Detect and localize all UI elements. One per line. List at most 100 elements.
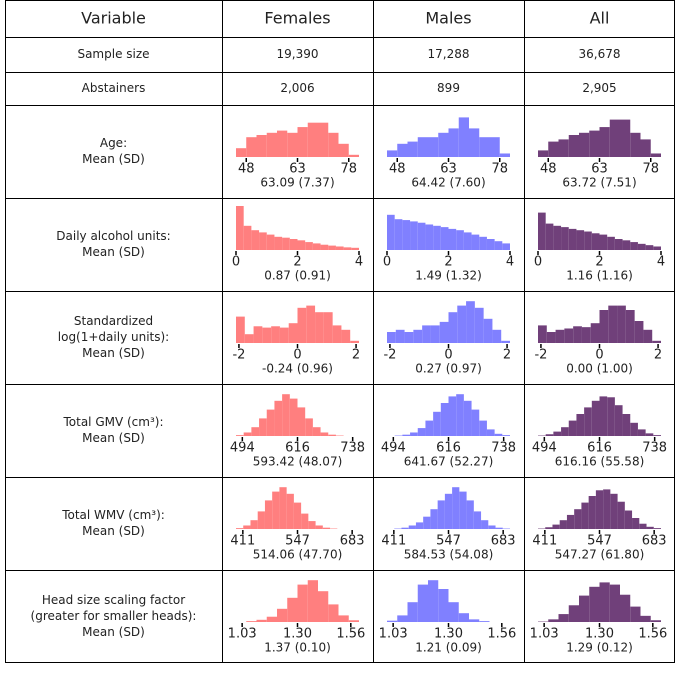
row-label: Age:	[100, 136, 127, 150]
summary-stat: 0.87 (0.91)	[264, 269, 331, 283]
tick-label: 411	[381, 534, 406, 549]
summary-stat: 63.09 (7.37)	[260, 176, 334, 190]
histogram-bar	[243, 432, 252, 436]
histogram-bar	[501, 340, 510, 343]
histogram-bar	[348, 620, 359, 622]
histogram-bar	[410, 432, 418, 436]
histogram-bar	[474, 307, 484, 343]
histogram-bar	[297, 240, 306, 250]
histogram-bar	[244, 334, 254, 343]
histogram-bar	[614, 239, 623, 250]
histogram-bar	[479, 420, 487, 436]
histogram-bar	[287, 132, 298, 157]
histogram-bar	[404, 332, 414, 343]
histogram-bar	[486, 239, 495, 250]
table-border	[5, 0, 675, 663]
histogram-bar	[410, 221, 418, 250]
histogram-bar	[395, 329, 405, 343]
summary-stat: 1.16 (1.16)	[566, 269, 633, 283]
cell-value: 2,905	[582, 81, 616, 95]
histogram-bar	[402, 220, 411, 250]
histogram-bar	[620, 119, 631, 157]
histogram-bar	[253, 326, 263, 343]
histogram-bar	[566, 514, 575, 529]
histogram-bar	[573, 326, 582, 343]
tick-label: 547	[436, 534, 461, 549]
histogram-bar	[459, 491, 467, 529]
histogram-bar	[599, 396, 608, 436]
tick-label: -2	[534, 348, 547, 363]
tick-label: 411	[532, 534, 557, 549]
histogram-bar	[458, 613, 469, 622]
histogram-bar	[338, 615, 349, 622]
histogram-bar	[624, 510, 633, 529]
cell-value: 899	[437, 81, 460, 95]
histogram-bar	[289, 398, 298, 436]
row-label: log(1+daily units):	[58, 330, 169, 344]
histogram-bar	[397, 615, 408, 622]
histogram-bar	[466, 301, 475, 343]
tick-label: 738	[491, 441, 516, 456]
histogram-bar	[279, 327, 289, 343]
histogram-bar	[653, 246, 661, 250]
histogram-bar	[348, 154, 359, 157]
histogram-bar	[417, 137, 428, 157]
tick-label: 494	[532, 441, 557, 456]
histogram-bar	[499, 153, 510, 157]
histogram-bar	[591, 233, 600, 250]
histogram-bar	[630, 422, 638, 436]
histogram-bar	[617, 305, 626, 343]
histogram-bar	[323, 312, 333, 343]
histogram-bar	[463, 232, 472, 250]
histogram-bar	[301, 513, 309, 529]
histogram-bar	[286, 493, 294, 529]
histogram-bar	[394, 219, 403, 250]
histogram-bar	[545, 434, 554, 436]
histogram-bar	[387, 150, 398, 157]
histogram-bar	[486, 429, 495, 436]
tick-label: 1.30	[585, 627, 614, 642]
histogram-bar	[438, 589, 449, 622]
histogram-bar	[599, 582, 610, 622]
histogram-bar	[545, 527, 553, 529]
summary-stat: 593.42 (48.07)	[253, 455, 343, 469]
histogram-bar	[307, 122, 318, 157]
histogram-bar	[243, 525, 251, 529]
histogram-bar	[630, 606, 641, 622]
histogram-bar	[469, 128, 480, 157]
tick-label: 2	[293, 255, 301, 270]
histogram-bar	[609, 584, 620, 622]
histogram-bar	[335, 246, 344, 250]
histogram-bar	[264, 500, 273, 529]
tick-label: 0	[293, 348, 301, 363]
tick-label: 0	[595, 348, 603, 363]
tick-label: 616	[285, 441, 310, 456]
histogram-bar	[351, 247, 359, 250]
histogram-bar	[473, 511, 482, 529]
histogram-bar	[433, 411, 441, 436]
summary-stat: 1.21 (0.09)	[415, 641, 482, 655]
histogram-bar	[652, 340, 661, 343]
tick-label: 48	[540, 162, 557, 177]
histogram-bar	[413, 329, 423, 343]
histogram-bar	[610, 493, 618, 529]
histogram-bar	[568, 228, 577, 250]
histogram-bar	[397, 143, 408, 157]
tick-label: 63	[440, 162, 457, 177]
histogram-bar	[622, 414, 631, 436]
histogram-bar	[632, 518, 640, 529]
histogram-bar	[576, 230, 585, 250]
tick-label: 78	[340, 162, 357, 177]
histogram-bar	[609, 119, 620, 157]
histogram-bar	[438, 132, 449, 157]
tick-label: 683	[642, 534, 667, 549]
histogram-bar	[271, 326, 280, 343]
histogram-bar	[538, 150, 549, 157]
histogram-bar	[584, 231, 592, 250]
tick-label: 2	[444, 255, 452, 270]
summary-stat: -0.24 (0.96)	[262, 362, 333, 376]
histogram-bar	[328, 132, 339, 157]
histogram-bar	[256, 619, 267, 622]
histogram-bar	[622, 240, 631, 250]
